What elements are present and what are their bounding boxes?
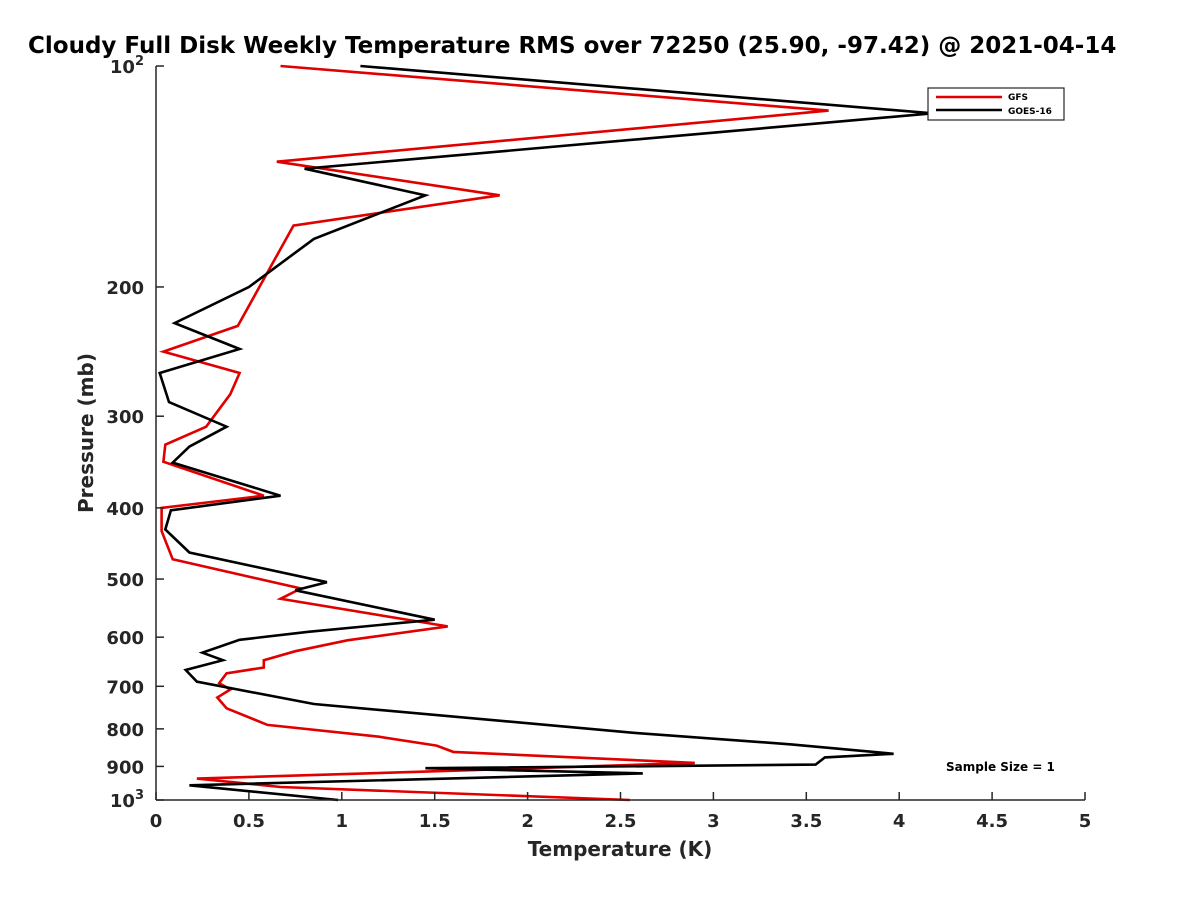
y-tick-label: 700 — [106, 677, 144, 698]
y-tick-label: 400 — [106, 499, 144, 520]
y-tick-label-exponent: 2 — [135, 54, 144, 69]
x-tick-label: 1.5 — [419, 811, 451, 832]
y-tick-label-base: 10 — [110, 57, 135, 78]
x-ticks: 0 0.5 1 1.5 2 2.5 3 3.5 4 4.5 5 — [150, 792, 1092, 832]
legend-box — [927, 87, 1065, 121]
chart-title: Cloudy Full Disk Weekly Temperature RMS … — [28, 33, 1116, 59]
y-tick-label: 300 — [106, 407, 144, 428]
y-tick-label: 900 — [106, 757, 144, 778]
x-tick-label: 4.5 — [976, 811, 1008, 832]
x-tick-label: 0.5 — [233, 811, 265, 832]
x-tick-label: 3 — [707, 811, 720, 832]
y-tick-label: 800 — [106, 720, 144, 741]
x-tick-label: 3.5 — [790, 811, 822, 832]
x-tick-label: 5 — [1079, 811, 1092, 832]
y-tick-label: 103 — [110, 788, 144, 812]
x-tick-label: 2 — [521, 811, 534, 832]
x-tick-label: 0 — [150, 811, 163, 832]
x-tick-label: 4 — [893, 811, 906, 832]
y-tick-label-base: 10 — [110, 791, 135, 812]
series-line-gfs — [159, 64, 829, 802]
y-tick-label-exponent: 3 — [135, 788, 144, 803]
legend-label-goes-16: GOES-16 — [1008, 107, 1052, 117]
x-tick-label: 1 — [336, 811, 349, 832]
series-layer — [158, 64, 933, 802]
x-axis-label: Temperature (K) — [528, 837, 713, 861]
sample-size-annotation: Sample Size = 1 — [946, 760, 1055, 774]
y-tick-label: 600 — [106, 628, 144, 649]
y-tick-label: 500 — [106, 570, 144, 591]
legend-label-gfs: GFS — [1008, 93, 1028, 103]
y-tick-label: 200 — [106, 278, 144, 299]
y-tick-label: 102 — [110, 54, 144, 78]
series-line-goes-16 — [158, 64, 933, 802]
legend: GFS GOES-16 — [927, 87, 1065, 121]
y-axis-label: Pressure (mb) — [74, 353, 98, 513]
x-tick-label: 2.5 — [605, 811, 637, 832]
